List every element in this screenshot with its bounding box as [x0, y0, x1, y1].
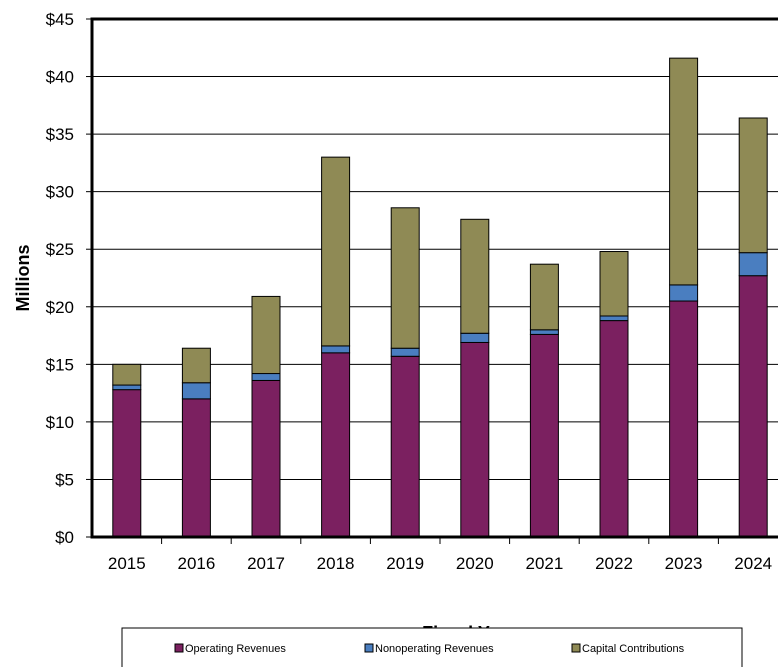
bar-segment-operating-2024: [738, 275, 768, 538]
bar-segment-operating-2016: [181, 398, 211, 538]
bar-segment-nonoperating-2021: [529, 329, 559, 335]
legend-items: Operating Revenues Nonoperating Revenues C…: [174, 643, 685, 655]
bar-segment-nonoperating-2016: [181, 382, 211, 400]
bar-segment-capital-2020: [460, 218, 490, 334]
x-tick-label: 2018: [317, 554, 355, 573]
bar-segment-nonoperating-2018: [321, 345, 351, 354]
bar-segment-capital-2019: [390, 207, 420, 349]
bar-segment-nonoperating-2017: [251, 373, 281, 381]
x-tick-label: 2021: [525, 554, 563, 573]
bar-segment-operating-2015: [112, 389, 142, 538]
y-tick-label: $5: [55, 470, 74, 489]
y-tick-label: $35: [46, 125, 74, 144]
y-tick-label: $20: [46, 298, 74, 317]
bar-segment-operating-2021: [529, 333, 559, 538]
bar-segment-nonoperating-2015: [112, 384, 142, 391]
y-tick-label: $40: [46, 68, 74, 87]
y-tick-label: $10: [46, 413, 74, 432]
legend-label: Nonoperating Revenues: [375, 643, 494, 655]
x-tick-label: 2024: [734, 554, 772, 573]
legend-swatch: [174, 643, 184, 653]
y-axis-title: Millions: [13, 245, 33, 312]
bar-segment-capital-2024: [738, 117, 768, 254]
bar-segment-nonoperating-2019: [390, 347, 420, 357]
x-tick-label: 2016: [177, 554, 215, 573]
legend-box: [121, 627, 743, 667]
legend-swatch: [364, 643, 374, 653]
bar-segment-operating-2020: [460, 341, 490, 538]
legend-label: Capital Contributions: [582, 643, 685, 655]
bar-segment-nonoperating-2020: [460, 332, 490, 343]
bar-segment-capital-2015: [112, 363, 142, 386]
bar-segment-capital-2016: [181, 347, 211, 384]
legend-swatch: [571, 643, 581, 653]
bar-segment-nonoperating-2022: [599, 315, 629, 322]
legend: Operating Revenues Nonoperating Revenues C…: [121, 627, 743, 667]
x-tick-label: 2017: [247, 554, 285, 573]
y-tick-label: $0: [55, 528, 74, 547]
x-tick-label: 2020: [456, 554, 494, 573]
x-axis-ticks: 2015 2016 2017 2018 2019 2020 2021 2022 2023 2024: [108, 537, 772, 573]
plot-area-frame: [90, 17, 778, 539]
bar-segment-capital-2023: [669, 57, 699, 286]
y-tick-label: $30: [46, 183, 74, 202]
bar-segment-nonoperating-2023: [669, 284, 699, 302]
bar-segment-operating-2022: [599, 320, 629, 538]
x-tick-label: 2022: [595, 554, 633, 573]
bar-segment-nonoperating-2024: [738, 252, 768, 277]
bar-segment-capital-2021: [529, 263, 559, 331]
bar-segment-capital-2022: [599, 251, 629, 317]
bar-segment-capital-2017: [251, 295, 281, 375]
y-tick-label: $15: [46, 355, 74, 374]
bar-segment-operating-2017: [251, 379, 281, 538]
y-axis-ticks: $0 $5 $10 $15 $20 $25 $30 $35 $40 $45: [46, 10, 92, 547]
x-tick-label: 2023: [665, 554, 703, 573]
x-tick-label: 2019: [386, 554, 424, 573]
x-tick-label: 2015: [108, 554, 146, 573]
y-tick-label: $25: [46, 240, 74, 259]
bars: [112, 57, 768, 538]
legend-label: Operating Revenues: [185, 643, 286, 655]
bar-segment-operating-2023: [669, 300, 699, 538]
y-tick-label: $45: [46, 10, 74, 29]
bar-segment-capital-2018: [321, 156, 351, 347]
bar-segment-operating-2019: [390, 355, 420, 538]
bar-segment-operating-2018: [321, 352, 351, 538]
